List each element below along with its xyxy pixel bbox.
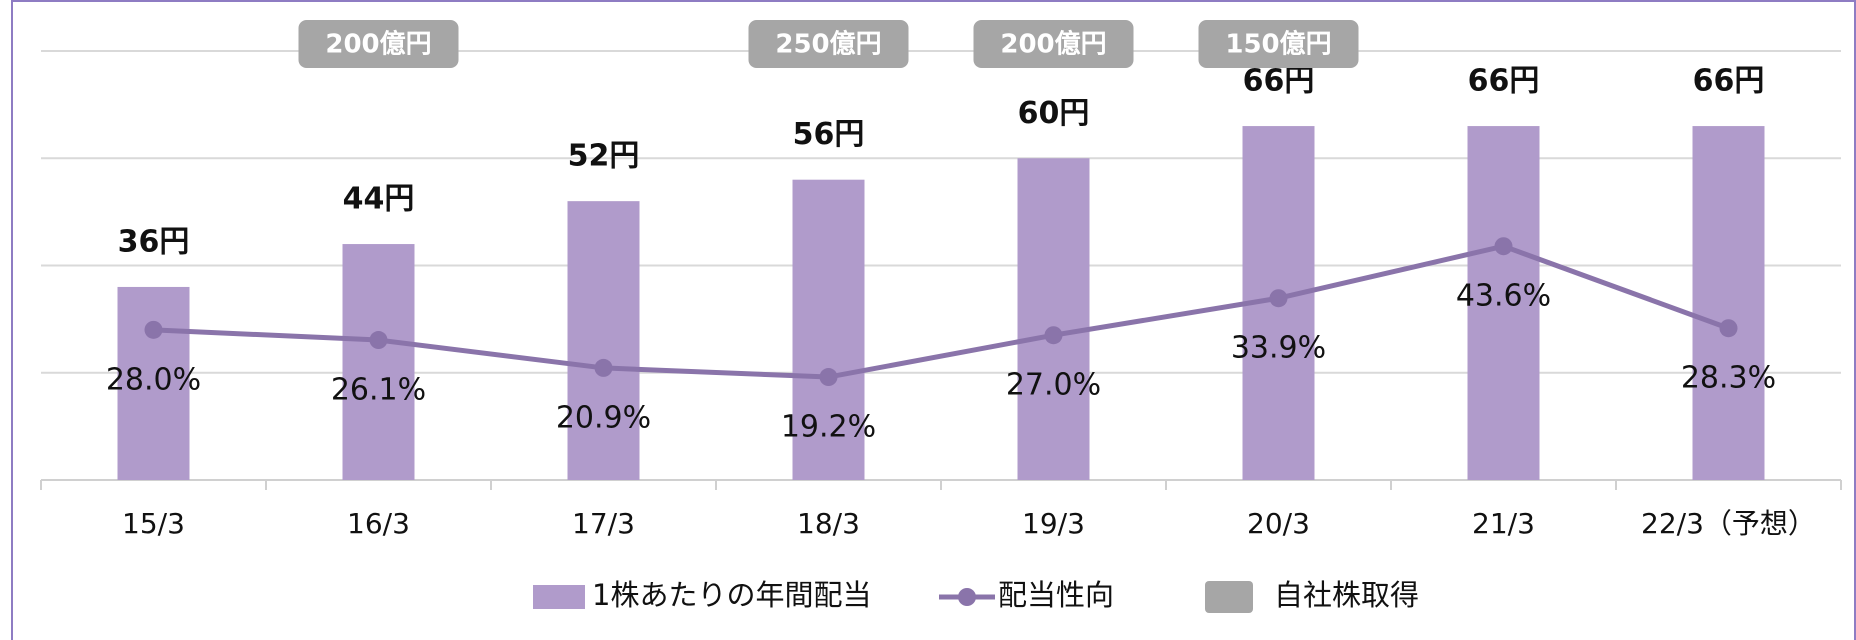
line-value-label: 28.0%: [106, 362, 201, 397]
x-tick-label: 18/3: [797, 507, 860, 540]
legend-swatch: [1205, 581, 1253, 613]
line-marker: [819, 368, 838, 387]
buyback-box: [973, 20, 1134, 68]
x-tick-label: 17/3: [572, 507, 635, 540]
bar-value-label: 36円: [118, 224, 190, 259]
bar: [792, 179, 865, 480]
line-marker: [1719, 319, 1738, 338]
x-tick-label: 19/3: [1022, 507, 1085, 540]
bar: [1692, 126, 1765, 480]
buyback-label: 200億円: [325, 30, 431, 60]
line-marker: [144, 320, 163, 339]
line-value-label: 28.3%: [1681, 361, 1776, 396]
buyback-box: [748, 20, 909, 68]
legend-label: 1株あたりの年間配当: [592, 578, 871, 612]
bar-value-label: 66円: [1468, 64, 1540, 99]
line-marker: [1269, 289, 1288, 308]
buyback-label: 250億円: [775, 30, 881, 60]
legend-marker: [958, 588, 976, 606]
bar: [1017, 158, 1090, 480]
line-marker: [1044, 326, 1063, 345]
buyback-label: 200億円: [1000, 30, 1106, 60]
bar-value-label: 60円: [1018, 96, 1090, 131]
buyback-label: 150億円: [1225, 30, 1331, 60]
bar: [1467, 126, 1540, 480]
line-value-label: 19.2%: [781, 410, 876, 445]
x-tick-label: 22/3（予想）: [1641, 507, 1816, 540]
bar: [567, 201, 640, 480]
line-marker: [594, 358, 613, 377]
bar-value-label: 66円: [1693, 64, 1765, 99]
bar: [117, 286, 190, 480]
legend-swatch: [533, 585, 585, 609]
line-marker: [369, 331, 388, 350]
buyback-box: [298, 20, 459, 68]
frame: [11, 0, 1856, 640]
line-value-label: 43.6%: [1456, 279, 1551, 314]
line-value-label: 26.1%: [331, 373, 426, 408]
bar-value-label: 56円: [793, 117, 865, 152]
x-tick-label: 21/3: [1472, 507, 1535, 540]
buyback-box: [1198, 20, 1359, 68]
x-tick-label: 20/3: [1247, 507, 1310, 540]
line: [153, 243, 1730, 380]
line-value-label: 27.0%: [1006, 368, 1101, 403]
legend-label: 自社株取得: [1274, 578, 1419, 612]
bar: [342, 244, 415, 480]
bar-value-label: 66円: [1243, 64, 1315, 99]
x-tick-label: 15/3: [122, 507, 185, 540]
legend-label: 配当性向: [998, 578, 1114, 612]
line-value-label: 20.9%: [556, 400, 651, 435]
line-value-label: 33.9%: [1231, 331, 1326, 366]
bar-value-label: 52円: [568, 139, 640, 174]
x-tick-label: 16/3: [347, 507, 410, 540]
line-marker: [1494, 237, 1513, 256]
bar-value-label: 44円: [343, 182, 415, 217]
